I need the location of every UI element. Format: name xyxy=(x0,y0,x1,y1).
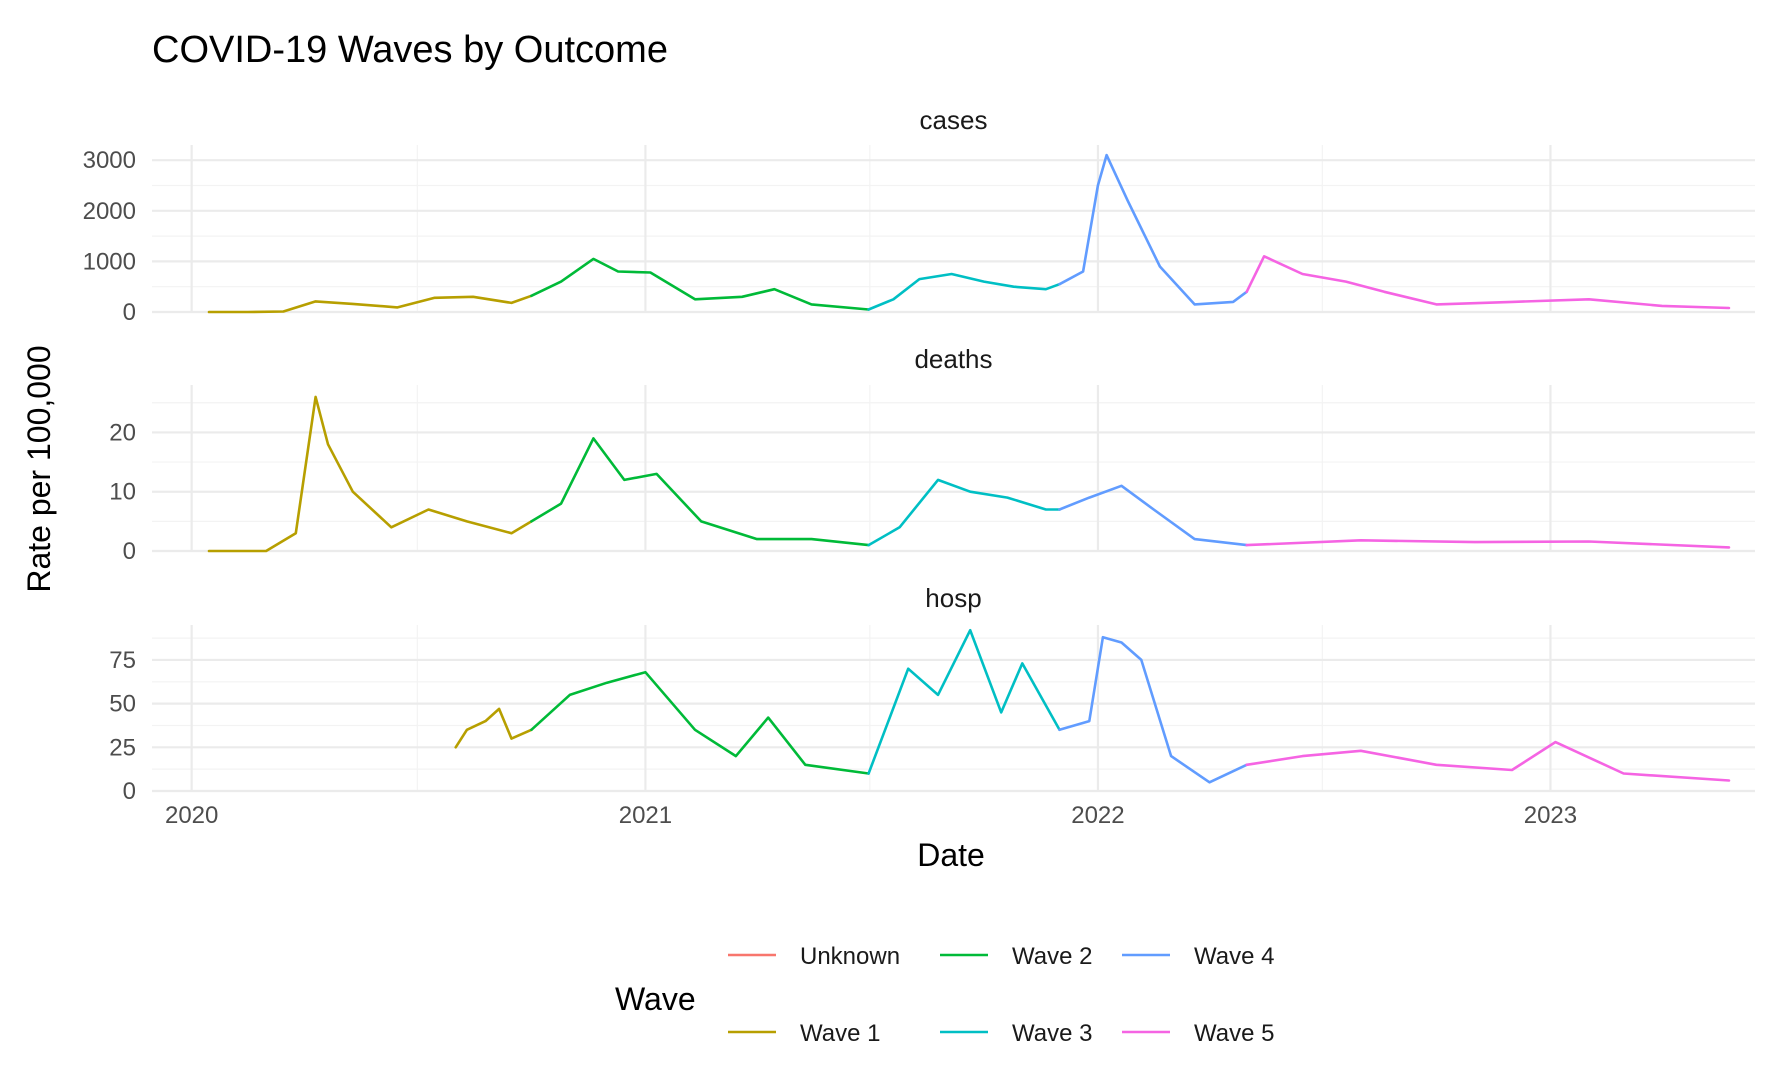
series-wave-4 xyxy=(1058,484,1248,547)
y-tick-label: 2000 xyxy=(83,198,136,225)
x-axis: 2020 2021 2022 2023 xyxy=(165,802,1577,829)
strip-label-cases: cases xyxy=(920,105,988,135)
legend-item: Wave 3 xyxy=(940,1020,1092,1047)
legend-item: Unknown xyxy=(728,943,900,970)
legend-item: Wave 4 xyxy=(1122,943,1274,970)
y-tick-label: 20 xyxy=(109,419,136,446)
y-tick-label: 50 xyxy=(109,691,136,718)
series-wave-1 xyxy=(207,294,533,314)
series-wave-4 xyxy=(1058,635,1248,784)
x-tick-label: 2020 xyxy=(165,802,218,829)
y-tick-label: 3000 xyxy=(83,147,136,174)
panel-cases: 0 1000 2000 3000 cases xyxy=(83,105,1755,326)
series-wave-3 xyxy=(867,272,1061,311)
panel-hosp: 0 25 50 75 hosp xyxy=(109,583,1755,805)
series-wave-5 xyxy=(1245,538,1731,549)
legend-label: Wave 3 xyxy=(1012,1020,1092,1047)
x-tick-label: 2022 xyxy=(1071,802,1124,829)
y-tick-label: 1000 xyxy=(83,248,136,275)
legend-item: Wave 5 xyxy=(1122,1020,1274,1047)
legend-title: Wave xyxy=(615,981,696,1017)
legend-label: Wave 5 xyxy=(1194,1020,1274,1047)
legend-label: Wave 4 xyxy=(1194,943,1274,970)
series-wave-1 xyxy=(207,395,533,553)
legend-item: Wave 1 xyxy=(728,1020,880,1047)
legend: Wave Unknown Wave 1 Wave 2 Wave 3 Wave 4 Wave… xyxy=(615,943,1274,1047)
series-wave-3 xyxy=(867,628,1061,775)
series-wave-1 xyxy=(454,707,533,749)
legend-item: Wave 2 xyxy=(940,943,1092,970)
series-wave-4 xyxy=(1058,153,1248,306)
legend-label: Wave 1 xyxy=(800,1020,880,1047)
series-wave-2 xyxy=(530,437,870,547)
y-tick-label: 25 xyxy=(109,734,136,761)
series-wave-3 xyxy=(867,478,1061,547)
y-tick-label: 10 xyxy=(109,479,136,506)
legend-label: Wave 2 xyxy=(1012,943,1092,970)
x-tick-label: 2023 xyxy=(1524,802,1577,829)
y-tick-label: 75 xyxy=(109,647,136,674)
chart-title: COVID-19 Waves by Outcome xyxy=(152,29,668,71)
legend-label: Unknown xyxy=(800,943,900,970)
facet-panels: 0 1000 2000 3000 cases 0 10 20 deaths 0 25 50 75 hosp xyxy=(83,105,1755,805)
y-axis-title: Rate per 100,000 xyxy=(21,345,57,592)
series-wave-5 xyxy=(1245,254,1731,310)
y-tick-label: 0 xyxy=(123,538,136,565)
y-tick-label: 0 xyxy=(123,778,136,805)
y-tick-label: 0 xyxy=(123,299,136,326)
strip-label-hosp: hosp xyxy=(925,583,981,613)
x-tick-label: 2021 xyxy=(619,802,672,829)
x-axis-title: Date xyxy=(917,837,985,873)
series-wave-2 xyxy=(530,257,870,311)
series-wave-2 xyxy=(530,670,870,775)
strip-label-deaths: deaths xyxy=(914,344,992,374)
series-wave-5 xyxy=(1245,740,1731,782)
panel-deaths: 0 10 20 deaths xyxy=(109,344,1755,565)
